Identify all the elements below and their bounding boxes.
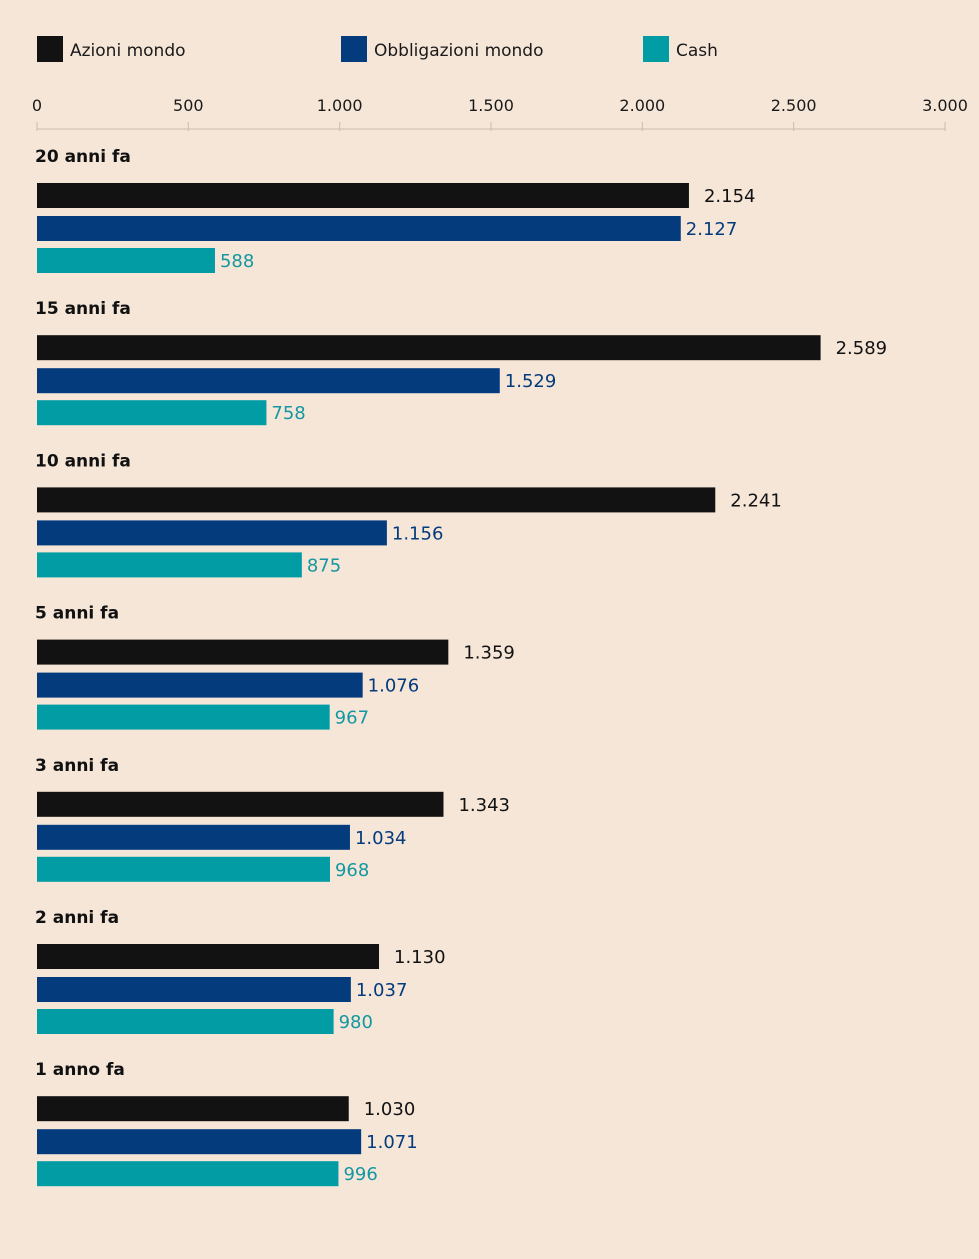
category-label-10-anni-fa: 10 anni fa <box>35 451 131 471</box>
data-label-cash-15-anni-fa: 758 <box>271 403 305 424</box>
data-label-azioni-mondo-10-anni-fa: 2.241 <box>730 490 782 511</box>
data-label-obbligazioni-mondo-20-anni-fa: 2.127 <box>686 219 738 240</box>
bar-obbligazioni-mondo-15-anni-fa <box>37 368 500 394</box>
data-label-cash-20-anni-fa: 588 <box>220 251 254 272</box>
legend-swatch-cash <box>643 36 669 62</box>
data-label-azioni-mondo-5-anni-fa: 1.359 <box>463 643 515 664</box>
x-axis-tick-label: 3.000 <box>922 96 968 115</box>
data-label-azioni-mondo-15-anni-fa: 2.589 <box>836 338 888 359</box>
data-label-cash-10-anni-fa: 875 <box>307 555 341 576</box>
bar-cash-5-anni-fa <box>37 704 330 730</box>
data-label-obbligazioni-mondo-2-anni-fa: 1.037 <box>356 980 408 1001</box>
legend-label-azioni-mondo: Azioni mondo <box>70 41 186 61</box>
data-label-obbligazioni-mondo-5-anni-fa: 1.076 <box>368 676 420 697</box>
x-axis-tick-label: 0 <box>32 96 42 115</box>
category-label-15-anni-fa: 15 anni fa <box>35 299 131 319</box>
data-label-azioni-mondo-2-anni-fa: 1.130 <box>394 947 446 968</box>
bar-obbligazioni-mondo-5-anni-fa <box>37 672 363 698</box>
bar-azioni-mondo-15-anni-fa <box>37 335 821 361</box>
x-axis-tick-label: 2.000 <box>619 96 665 115</box>
bar-azioni-mondo-2-anni-fa <box>37 944 380 969</box>
data-label-cash-1-anno-fa: 996 <box>343 1164 377 1185</box>
category-label-5-anni-fa: 5 anni fa <box>35 604 119 624</box>
data-label-obbligazioni-mondo-10-anni-fa: 1.156 <box>392 523 444 544</box>
x-axis-tick-label: 500 <box>173 96 204 115</box>
data-label-obbligazioni-mondo-1-anno-fa: 1.071 <box>366 1132 418 1153</box>
bar-azioni-mondo-10-anni-fa <box>37 487 716 513</box>
legend-label-cash: Cash <box>676 41 718 61</box>
bar-obbligazioni-mondo-1-anno-fa <box>37 1129 362 1155</box>
bar-cash-15-anni-fa <box>37 400 267 426</box>
legend-swatch-azioni-mondo <box>37 36 63 62</box>
bar-cash-1-anno-fa <box>37 1161 339 1187</box>
category-label-2-anni-fa: 2 anni fa <box>35 908 119 928</box>
bar-cash-2-anni-fa <box>37 1009 334 1034</box>
data-label-cash-3-anni-fa: 968 <box>335 860 369 881</box>
data-label-cash-2-anni-fa: 980 <box>339 1012 373 1033</box>
bar-azioni-mondo-1-anno-fa <box>37 1096 349 1122</box>
data-label-azioni-mondo-1-anno-fa: 1.030 <box>364 1099 416 1120</box>
bar-azioni-mondo-20-anni-fa <box>37 183 689 208</box>
category-label-20-anni-fa: 20 anni fa <box>35 147 131 167</box>
category-label-1-anno-fa: 1 anno fa <box>35 1060 125 1080</box>
data-label-azioni-mondo-3-anni-fa: 1.343 <box>458 795 510 816</box>
x-axis-tick-label: 1.500 <box>468 96 514 115</box>
data-label-azioni-mondo-20-anni-fa: 2.154 <box>704 186 756 207</box>
bar-obbligazioni-mondo-20-anni-fa <box>37 216 681 241</box>
data-label-cash-5-anni-fa: 967 <box>335 708 369 729</box>
bar-azioni-mondo-3-anni-fa <box>37 791 444 817</box>
bar-obbligazioni-mondo-10-anni-fa <box>37 520 387 546</box>
legend-swatch-obbligazioni-mondo <box>341 36 367 62</box>
x-axis-tick-label: 1.000 <box>317 96 363 115</box>
bar-cash-3-anni-fa <box>37 856 330 882</box>
bar-cash-10-anni-fa <box>37 552 302 578</box>
bar-obbligazioni-mondo-3-anni-fa <box>37 824 350 850</box>
bar-obbligazioni-mondo-2-anni-fa <box>37 977 351 1002</box>
x-axis-tick-label: 2.500 <box>771 96 817 115</box>
legend-label-obbligazioni-mondo: Obbligazioni mondo <box>374 41 544 61</box>
category-label-3-anni-fa: 3 anni fa <box>35 756 119 776</box>
data-label-obbligazioni-mondo-3-anni-fa: 1.034 <box>355 828 407 849</box>
bar-azioni-mondo-5-anni-fa <box>37 639 449 665</box>
data-label-obbligazioni-mondo-15-anni-fa: 1.529 <box>505 371 557 392</box>
bar-cash-20-anni-fa <box>37 248 215 273</box>
